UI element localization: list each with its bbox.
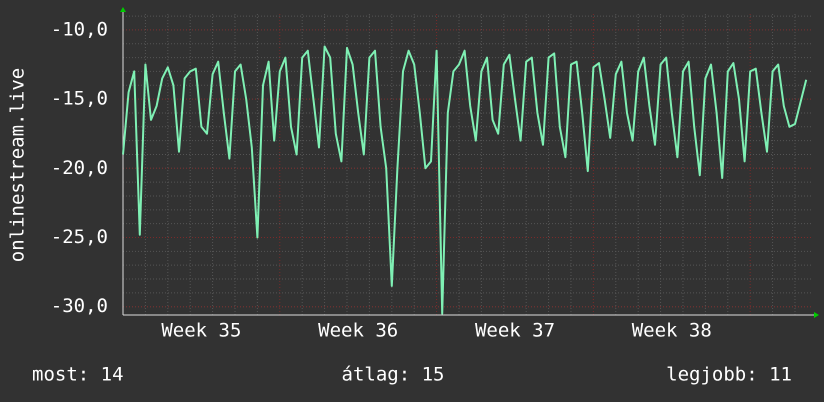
stat-best: legjobb: 11 bbox=[666, 364, 792, 386]
x-tick-label: Week 36 bbox=[318, 320, 398, 342]
y-tick-label: -30,0 bbox=[51, 295, 108, 317]
y-tick-label: -25,0 bbox=[51, 226, 108, 248]
y-tick-label: -20,0 bbox=[51, 157, 108, 179]
stat-current: most: 14 bbox=[32, 364, 124, 386]
y-tick-label: -10,0 bbox=[51, 18, 108, 40]
y-axis-arrow bbox=[120, 7, 126, 12]
stat-average: átlag: 15 bbox=[342, 364, 445, 386]
y-axis-label: onlinestream.live bbox=[7, 68, 29, 262]
x-tick-label: Week 37 bbox=[475, 320, 555, 342]
x-tick-label: Week 38 bbox=[632, 320, 712, 342]
data-line bbox=[122, 45, 808, 315]
x-axis-arrow bbox=[814, 312, 819, 318]
x-tick-label: Week 35 bbox=[161, 320, 241, 342]
y-tick-label: -15,0 bbox=[51, 88, 108, 110]
